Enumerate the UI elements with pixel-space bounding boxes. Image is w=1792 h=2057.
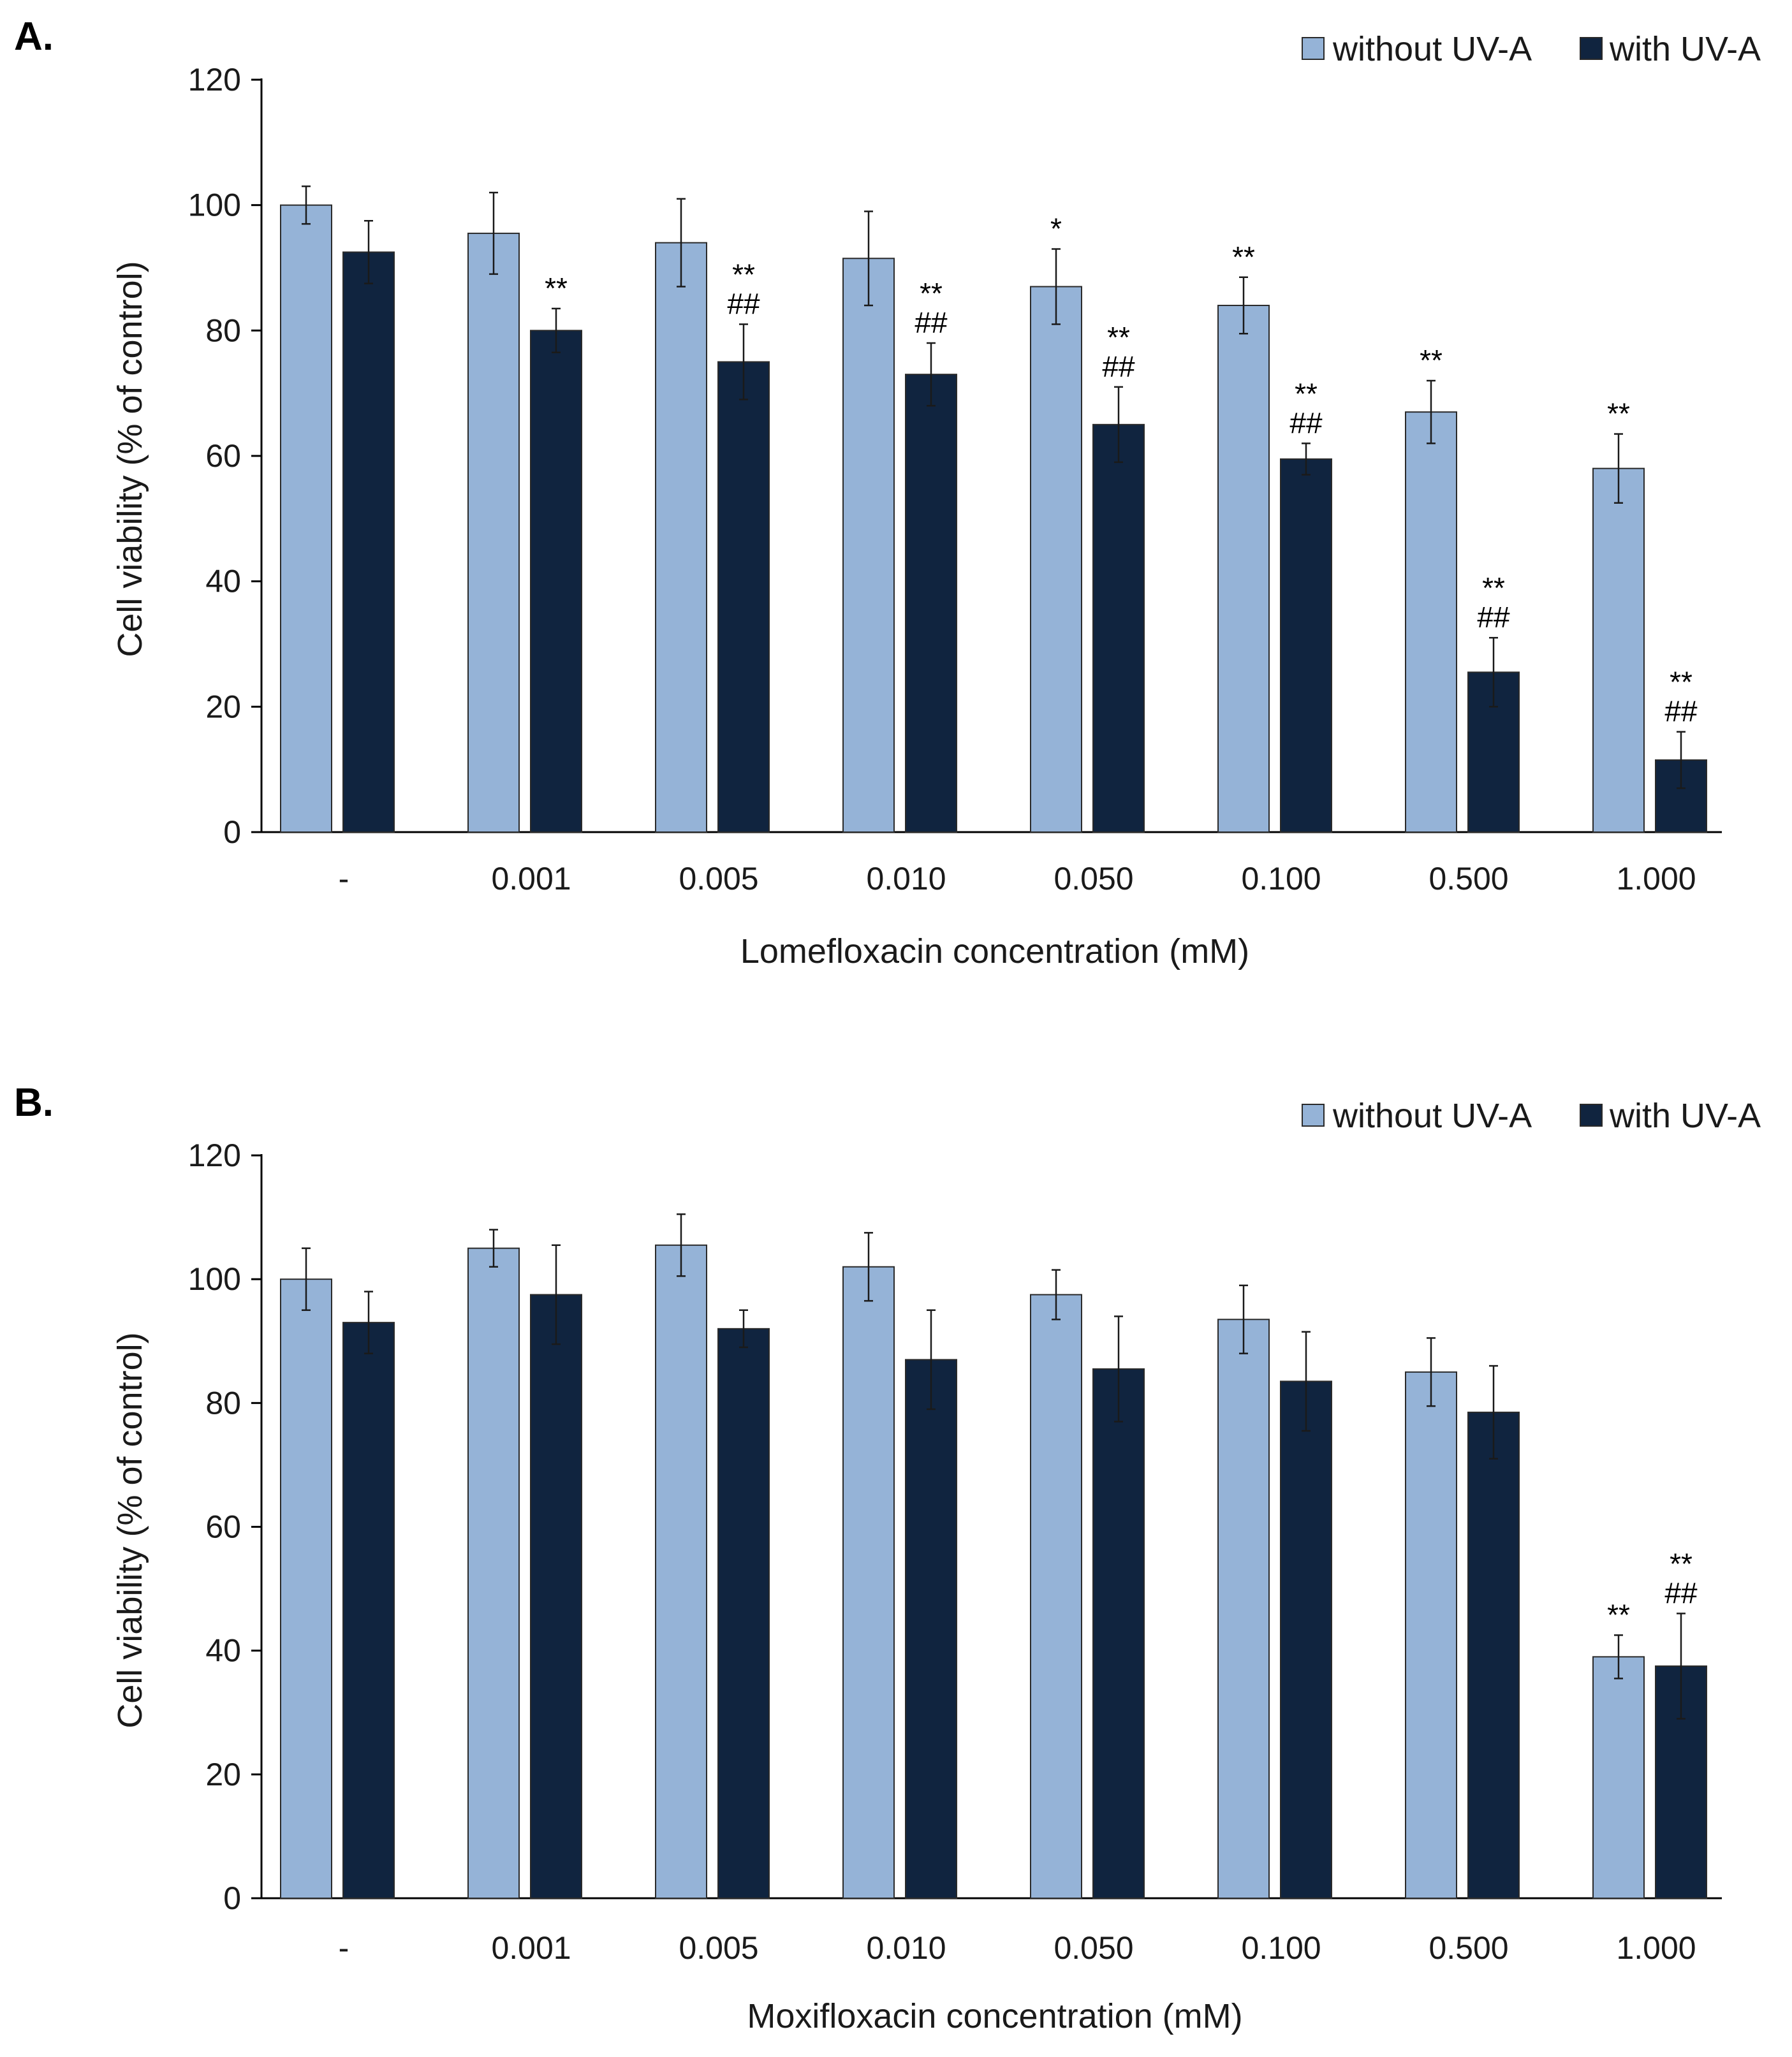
x-tick-label: 0.001 [491, 1930, 571, 1966]
y-axis-label: Cell viability (% of control) [111, 261, 149, 657]
significance-marker: ** [1670, 666, 1693, 699]
bar-without-uva [1217, 1319, 1270, 1899]
significance-marker: ## [914, 306, 948, 339]
bar-without-uva [655, 242, 707, 833]
y-tick-label: 0 [223, 1880, 241, 1916]
significance-marker: ## [1664, 1576, 1698, 1609]
bar-without-uva [280, 204, 332, 833]
panel-label: A. [14, 15, 54, 59]
bar-with-uva [1280, 458, 1332, 833]
bar-without-uva [655, 1244, 707, 1899]
panel-label: B. [14, 1081, 54, 1125]
legend-label-without-uva: without UV-A [1332, 30, 1532, 68]
bar-without-uva [280, 1278, 332, 1899]
y-tick-label: 40 [205, 564, 241, 599]
bar-with-uva [1467, 1411, 1520, 1899]
bar-with-uva [905, 1359, 957, 1899]
significance-marker: ## [727, 288, 760, 321]
x-tick-label: 1.000 [1616, 861, 1696, 897]
x-tick-label: 0.500 [1428, 861, 1508, 897]
bar-without-uva [1030, 1294, 1082, 1899]
x-tick-label: - [339, 1930, 349, 1966]
bar-with-uva [530, 1294, 582, 1899]
bar-without-uva [1592, 467, 1645, 833]
legend-swatch-without-uva [1302, 37, 1325, 60]
bar-with-uva [342, 1322, 395, 1899]
bar-with-uva [905, 374, 957, 833]
x-tick-label: 1.000 [1616, 1930, 1696, 1966]
significance-marker: ** [732, 258, 755, 291]
y-tick-label: 80 [205, 312, 241, 348]
significance-marker: ** [1107, 321, 1130, 354]
bar-with-uva [1092, 1368, 1145, 1899]
significance-marker: ** [1482, 571, 1505, 604]
bar-with-uva [1092, 423, 1145, 833]
significance-marker: ** [1607, 397, 1630, 430]
significance-marker: ** [1607, 1598, 1630, 1631]
x-tick-label: 0.001 [491, 861, 571, 897]
significance-marker: * [1050, 212, 1062, 245]
y-tick-label: 60 [205, 438, 241, 474]
bar-with-uva [342, 251, 395, 833]
significance-marker: ## [1664, 695, 1698, 728]
x-tick-label: 0.010 [866, 1930, 946, 1966]
bar-without-uva [1592, 1656, 1645, 1899]
y-tick-label: 0 [223, 814, 241, 850]
significance-marker: ** [1420, 344, 1443, 377]
bar-with-uva [717, 361, 770, 833]
y-tick-label: 20 [205, 689, 241, 724]
bar-without-uva [1405, 1371, 1457, 1900]
significance-marker: ## [1289, 406, 1323, 439]
y-tick-label: 40 [205, 1633, 241, 1669]
significance-marker: ## [1477, 601, 1510, 634]
x-tick-label: 0.100 [1241, 861, 1321, 897]
significance-marker: ** [920, 277, 943, 310]
bar-without-uva [467, 1247, 520, 1899]
significance-marker: ** [545, 272, 568, 305]
legend-swatch-with-uva [1580, 1104, 1603, 1127]
x-tick-label: 0.005 [679, 1930, 758, 1966]
significance-marker: ** [1295, 377, 1318, 410]
x-tick-label: 0.005 [679, 861, 758, 897]
bar-without-uva [842, 1266, 895, 1899]
y-tick-label: 60 [205, 1509, 241, 1545]
y-tick-label: 80 [205, 1385, 241, 1421]
x-axis-label: Moxifloxacin concentration (mM) [747, 1997, 1242, 2035]
x-tick-label: 0.050 [1054, 1930, 1133, 1966]
x-tick-label: - [339, 861, 349, 897]
significance-marker: ## [1102, 350, 1135, 383]
y-tick-label: 100 [188, 1261, 241, 1297]
y-tick-label: 120 [188, 1138, 241, 1173]
significance-marker: ** [1232, 240, 1255, 274]
bar-without-uva [1405, 411, 1457, 833]
legend-label-without-uva: without UV-A [1332, 1097, 1532, 1135]
x-tick-label: 0.050 [1054, 861, 1133, 897]
y-axis-label: Cell viability (% of control) [111, 1332, 149, 1728]
x-tick-label: 0.500 [1428, 1930, 1508, 1966]
y-tick-label: 100 [188, 187, 241, 223]
significance-marker: ** [1670, 1547, 1693, 1580]
y-tick-label: 20 [205, 1757, 241, 1792]
bar-with-uva [1280, 1380, 1332, 1900]
bar-without-uva [467, 232, 520, 833]
bar-without-uva [842, 258, 895, 833]
legend-swatch-with-uva [1580, 37, 1603, 60]
y-tick-label: 120 [188, 62, 241, 98]
bar-with-uva [717, 1328, 770, 1899]
bar-without-uva [1217, 305, 1270, 833]
x-tick-label: 0.010 [866, 861, 946, 897]
legend-label-with-uva: with UV-A [1609, 30, 1761, 68]
legend-label-with-uva: with UV-A [1609, 1097, 1761, 1135]
x-axis-label: Lomefloxacin concentration (mM) [740, 932, 1249, 970]
bar-with-uva [530, 330, 582, 833]
legend-swatch-without-uva [1302, 1104, 1325, 1127]
bar-without-uva [1030, 286, 1082, 833]
x-tick-label: 0.100 [1241, 1930, 1321, 1966]
